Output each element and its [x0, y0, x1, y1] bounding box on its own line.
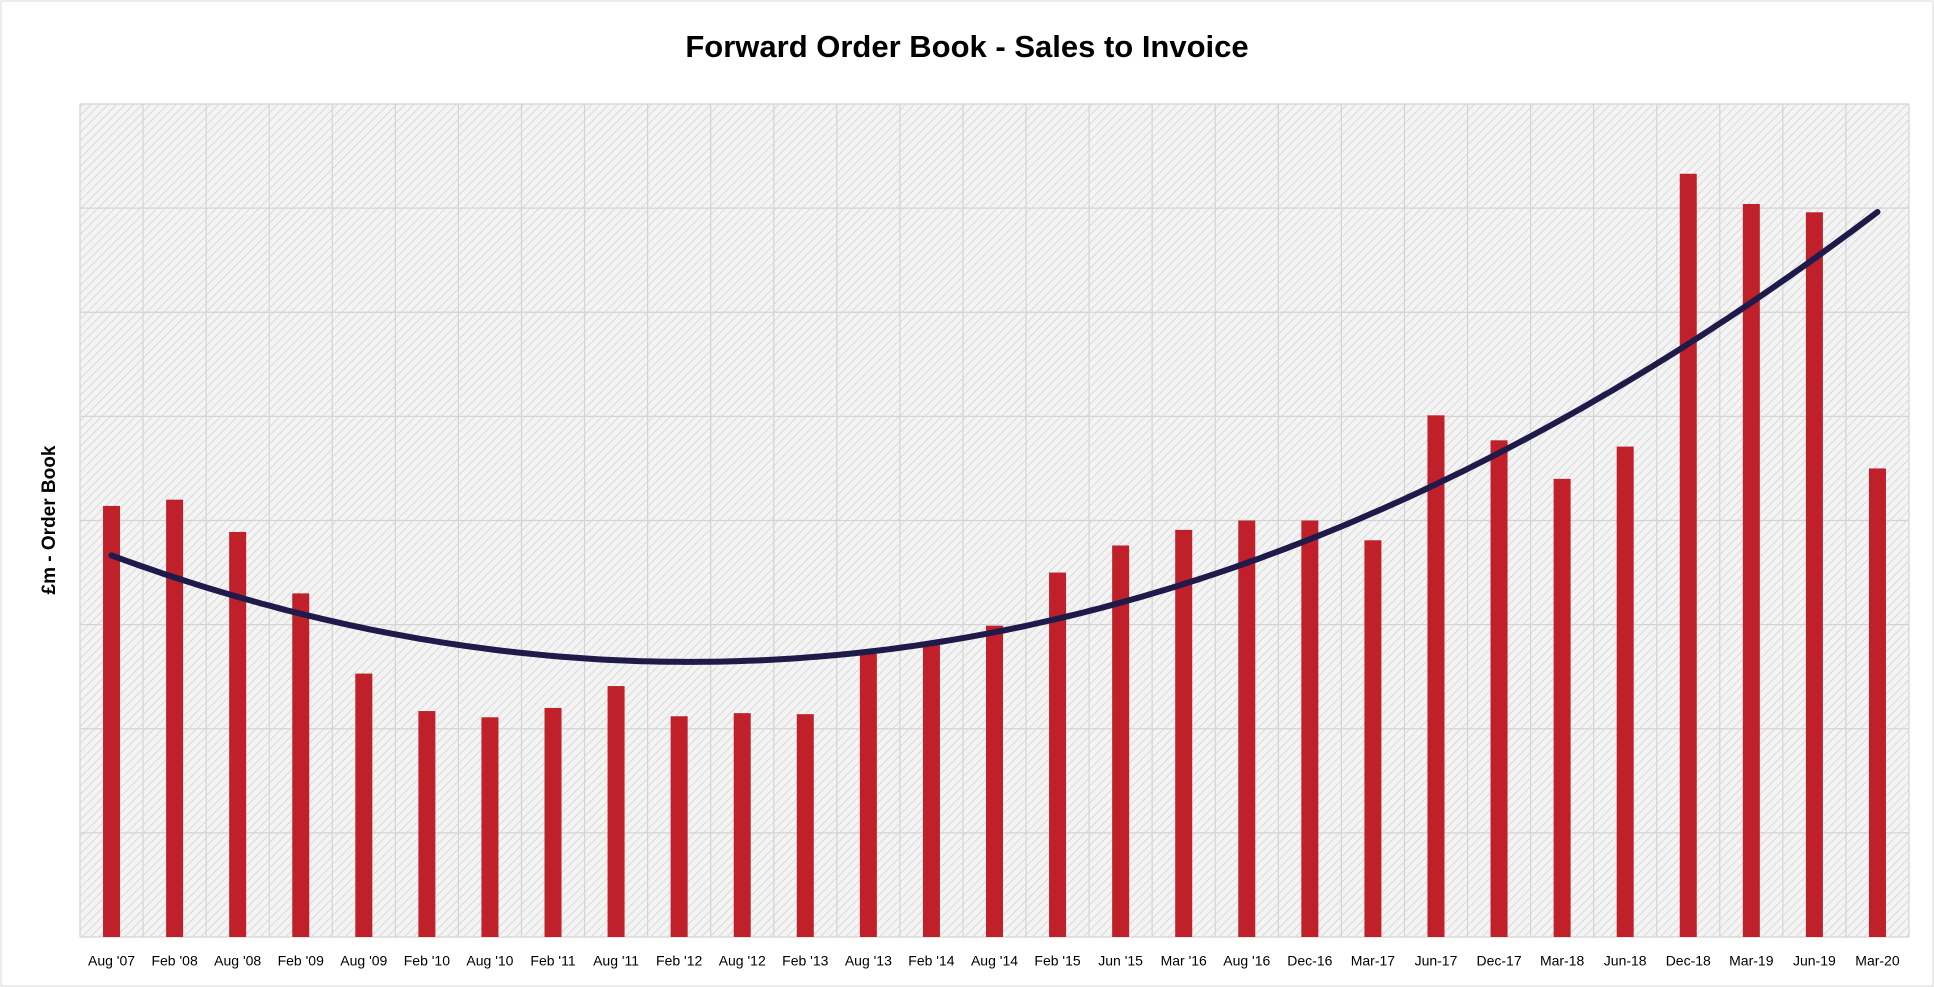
- x-tick-label: Jun '15: [1098, 953, 1143, 969]
- x-tick-label: Feb '11: [530, 953, 575, 969]
- bar: [229, 531, 247, 937]
- x-tick-label: Feb '09: [278, 953, 324, 969]
- bar: [1490, 440, 1508, 937]
- bar: [1868, 468, 1886, 937]
- x-tick-label: Jun-17: [1415, 953, 1458, 969]
- bar: [544, 707, 562, 937]
- x-tick-label: Aug '07: [88, 953, 135, 969]
- x-tick-label: Aug '09: [340, 953, 387, 969]
- bar: [292, 593, 310, 937]
- bar: [1364, 540, 1382, 937]
- bar: [481, 717, 499, 937]
- x-tick-label: Dec-18: [1666, 953, 1711, 969]
- x-tick-label: Jun-18: [1604, 953, 1647, 969]
- x-tick-label: Aug '08: [214, 953, 261, 969]
- bar: [986, 625, 1003, 937]
- bar: [1049, 572, 1067, 937]
- bar: [607, 686, 625, 937]
- bar: [922, 642, 940, 937]
- x-tick-label: Mar-18: [1540, 953, 1585, 969]
- bar: [1175, 529, 1193, 937]
- x-tick-label: Aug '13: [845, 953, 892, 969]
- y-axis-label: £m - Order Book: [39, 445, 60, 594]
- bar: [1742, 203, 1760, 937]
- x-tick-label: Dec-16: [1287, 953, 1332, 969]
- trendline: [108, 209, 1881, 665]
- bar: [1616, 446, 1634, 937]
- x-tick-label: Feb '14: [908, 953, 954, 969]
- x-tick-label: Mar-20: [1855, 953, 1900, 969]
- x-tick-label: Jun-19: [1793, 953, 1836, 969]
- bar: [796, 714, 814, 937]
- bar: [1427, 415, 1445, 937]
- bar: [103, 505, 121, 937]
- x-tick-label: Feb '08: [151, 953, 197, 969]
- x-tick-label: Feb '13: [782, 953, 828, 969]
- bar: [166, 499, 184, 937]
- x-tick-label: Feb '10: [404, 953, 450, 969]
- bar: [418, 711, 436, 937]
- x-tick-label: Mar-17: [1351, 953, 1396, 969]
- bar: [355, 673, 373, 937]
- bar: [859, 653, 877, 937]
- bar: [670, 716, 688, 937]
- bar: [733, 713, 751, 937]
- bar: [1679, 173, 1697, 938]
- x-tick-label: Aug '11: [593, 953, 639, 969]
- bar: [1805, 212, 1823, 938]
- chart-title: Forward Order Book - Sales to Invoice: [685, 29, 1248, 64]
- x-tick-label: Mar-19: [1729, 953, 1774, 969]
- bar: [1112, 545, 1130, 937]
- x-tick-label: Dec-17: [1476, 953, 1521, 969]
- x-tick-label: Feb '15: [1034, 953, 1080, 969]
- x-tick-label: Aug '12: [719, 953, 766, 969]
- x-tick-label: Mar '16: [1161, 953, 1207, 969]
- x-tick-label: Feb '12: [656, 953, 702, 969]
- bar: [1301, 520, 1319, 937]
- x-tick-label: Aug '10: [466, 953, 513, 969]
- x-tick-label: Aug '14: [971, 953, 1018, 969]
- bar: [1553, 478, 1571, 937]
- x-tick-label: Aug '16: [1223, 953, 1270, 969]
- bar: [1238, 520, 1256, 937]
